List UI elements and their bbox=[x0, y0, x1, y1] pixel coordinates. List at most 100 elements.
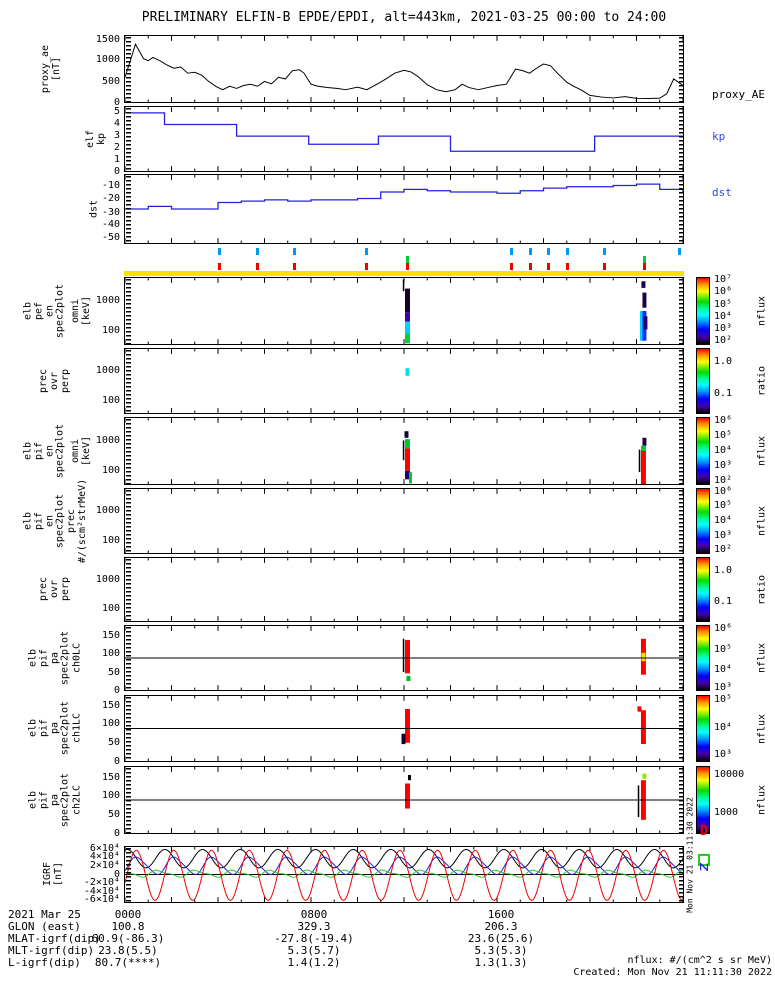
availability-tick-red bbox=[218, 263, 222, 270]
axis-minor-ticks bbox=[679, 768, 684, 834]
pef_omni-plot bbox=[125, 278, 683, 344]
axis-value: 1600 bbox=[487, 908, 515, 921]
axis-value: 5.3(5.7) bbox=[287, 944, 341, 957]
ch2-flux-stripe bbox=[407, 774, 411, 781]
pef_omni-flux-stripe bbox=[404, 321, 410, 334]
ch0-ytick: 0 bbox=[113, 685, 120, 696]
colorbar-tick: 10⁶ bbox=[714, 286, 733, 298]
availability-tick-blue bbox=[218, 248, 222, 255]
ch2-flux-stripe bbox=[637, 785, 640, 818]
pef_omni-ytick: 100 bbox=[101, 325, 120, 337]
detector-marker-d: D bbox=[700, 824, 708, 839]
kp-ytick: 5 bbox=[113, 105, 120, 117]
ch2-ytick: 50 bbox=[107, 808, 120, 820]
proxy_ae-ytick: 500 bbox=[101, 75, 120, 87]
pef_omni-flux-stripe bbox=[642, 292, 647, 308]
availability-tick-green bbox=[642, 256, 646, 263]
axis-minor-ticks bbox=[126, 37, 131, 103]
axis-minor-ticks bbox=[126, 697, 131, 762]
colorbar-tick: 10² bbox=[714, 544, 733, 556]
axis-minor-ticks bbox=[679, 279, 684, 345]
availability-tick-red bbox=[565, 263, 569, 270]
axis-row-label: GLON (east) bbox=[8, 920, 81, 933]
colorbar-unit-label: ratio bbox=[756, 574, 768, 605]
pif_prec-plot bbox=[125, 489, 683, 553]
colorbar-tick: 0.1 bbox=[714, 596, 733, 608]
ch0-flux-stripe bbox=[402, 638, 405, 673]
pef_omni-flux-stripe bbox=[404, 333, 410, 344]
colorbar-tick: 10³ bbox=[714, 529, 733, 541]
ch1-ytick: 100 bbox=[101, 718, 120, 730]
ch1-ytick: 150 bbox=[101, 700, 120, 712]
ch0-flux-stripe bbox=[641, 652, 646, 662]
panel-pitch-angle-ch2 bbox=[124, 766, 684, 834]
ch1-flux-stripe bbox=[401, 733, 406, 745]
axis-value: 80.7(****) bbox=[94, 956, 162, 969]
colorbar-pef_omni bbox=[696, 277, 710, 345]
colorbar-tick: 10² bbox=[714, 334, 733, 346]
axis-value: 23.8(5.5) bbox=[98, 944, 158, 957]
availability-tick-red bbox=[365, 263, 369, 270]
axis-row-label: L-igrf(dip) bbox=[8, 956, 81, 969]
pif_omni-flux-stripe bbox=[404, 431, 409, 438]
ratio1-plot bbox=[125, 349, 683, 413]
pif_prec-ytick: 100 bbox=[101, 534, 120, 546]
ylabel-ch1-outer: elb pif pa spec2plot bbox=[27, 700, 71, 756]
colorbar-ratio1 bbox=[696, 348, 710, 414]
axis-minor-ticks bbox=[679, 559, 684, 622]
colorbar-tick: 10⁴ bbox=[714, 445, 733, 457]
axis-minor-ticks bbox=[679, 108, 684, 172]
pef_omni-flux-stripe bbox=[641, 281, 646, 288]
ch0-ytick: 100 bbox=[101, 648, 120, 660]
availability-tick-blue bbox=[292, 248, 296, 255]
availability-tick-red bbox=[547, 263, 551, 270]
pef_omni-flux-stripe bbox=[643, 316, 648, 330]
pif_omni-ytick: 100 bbox=[101, 465, 120, 477]
colorbar-tick: 10⁵ bbox=[714, 694, 733, 706]
legend-proxy-ae: proxy_AE bbox=[712, 88, 765, 101]
ylabel-ch0-outer: elb pif pa spec2plot bbox=[27, 630, 71, 686]
availability-tick-blue bbox=[677, 248, 681, 255]
ylabel-pef-omni-outer: elb pef en spec2plot bbox=[22, 283, 66, 339]
dst-ytick: -50 bbox=[101, 232, 120, 244]
kp-ytick: 1 bbox=[113, 154, 120, 166]
ch0-ytick: 50 bbox=[107, 666, 120, 678]
ylabel-igrf: IGRF [nT] bbox=[42, 861, 64, 887]
pif_omni-flux-stripe bbox=[408, 472, 412, 484]
availability-tick-green bbox=[406, 256, 409, 263]
ratio2-plot bbox=[125, 558, 683, 621]
axis-minor-ticks bbox=[126, 848, 131, 903]
igrf-curve-Bz bbox=[125, 849, 683, 901]
axis-value: 100.8 bbox=[111, 920, 145, 933]
colorbar-tick: 10⁴ bbox=[714, 663, 733, 675]
colorbar-tick: 10⁶ bbox=[714, 623, 733, 635]
ch1-flux-stripe bbox=[637, 706, 642, 712]
axis-value: 23.6(25.6) bbox=[467, 932, 535, 945]
legend-kp: kp bbox=[712, 130, 726, 143]
ratio1-ytick: 100 bbox=[101, 394, 120, 406]
colorbar-ch2 bbox=[696, 766, 710, 834]
axis-minor-ticks bbox=[679, 350, 684, 414]
ch0-flux-stripe bbox=[406, 675, 411, 682]
colorbar-tick: 10² bbox=[714, 475, 733, 487]
dst-plot bbox=[125, 175, 683, 243]
colorbar-tick: 10³ bbox=[714, 323, 733, 334]
axis-row-label: 2021 Mar 25 bbox=[8, 908, 81, 921]
igrf-plot bbox=[125, 847, 683, 902]
panel-pitch-angle-ch0 bbox=[124, 625, 684, 691]
ch2-plot bbox=[125, 767, 683, 833]
proxy_ae-plot bbox=[125, 36, 683, 102]
colorbar-tick: 10³ bbox=[714, 748, 733, 760]
pif_omni-flux-stripe bbox=[640, 445, 646, 453]
ch2-ytick: 100 bbox=[101, 789, 120, 801]
igrf-ytick: 2×10⁴ bbox=[89, 859, 120, 871]
dst-ytick: -40 bbox=[101, 219, 120, 231]
axis-value: 206.3 bbox=[484, 920, 518, 933]
axis-value: 60.9(-86.3) bbox=[91, 932, 165, 945]
axis-minor-ticks bbox=[679, 176, 684, 244]
ch0-plot bbox=[125, 626, 683, 690]
panel-prec-over-perp-ratio-1 bbox=[124, 348, 684, 414]
colorbar-unit-label: ratio bbox=[756, 365, 768, 397]
panel-pef-omni-spectrogram bbox=[124, 277, 684, 345]
